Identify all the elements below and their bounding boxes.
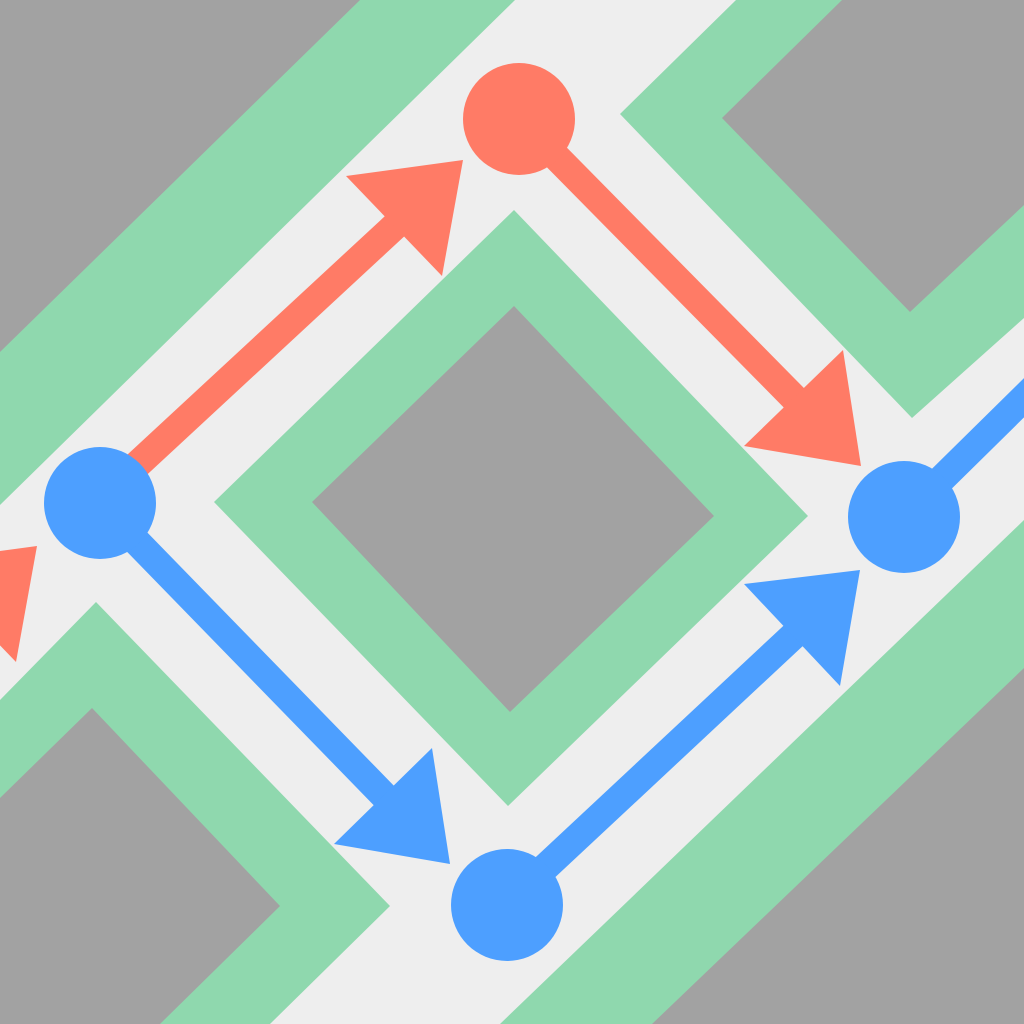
blue-route-arrowhead-bottom <box>334 748 450 864</box>
block-top-left <box>0 0 515 505</box>
red-route-segment-top-to-right <box>508 108 810 414</box>
red-route-segment-left-to-top <box>102 201 420 499</box>
block-bottom-left-fill <box>0 708 280 1024</box>
blue-route-arrowhead-right <box>744 570 860 686</box>
node-right <box>848 461 960 573</box>
block-bottom-right <box>500 520 1024 1024</box>
blue-route-segment-left-to-bottom <box>89 494 407 818</box>
block-bottom-left <box>0 602 390 1024</box>
blue-route-segment-bottom-to-right <box>496 611 818 915</box>
block-top-left-fill <box>0 0 360 352</box>
node-left <box>44 447 156 559</box>
blue-route <box>44 378 1024 961</box>
center-diamond-fill <box>312 306 714 712</box>
center-diamond <box>214 210 808 806</box>
node-bottom <box>451 849 563 961</box>
block-bottom-right-fill <box>652 668 1024 1024</box>
block-top-right-fill <box>722 0 1024 312</box>
block-top-right <box>620 0 1024 418</box>
red-route-arrowhead-offscreen <box>0 546 37 662</box>
red-route <box>0 63 861 662</box>
red-route-arrowhead-right <box>744 350 861 466</box>
red-route-arrowhead-top <box>346 160 463 276</box>
node-top <box>463 63 575 175</box>
